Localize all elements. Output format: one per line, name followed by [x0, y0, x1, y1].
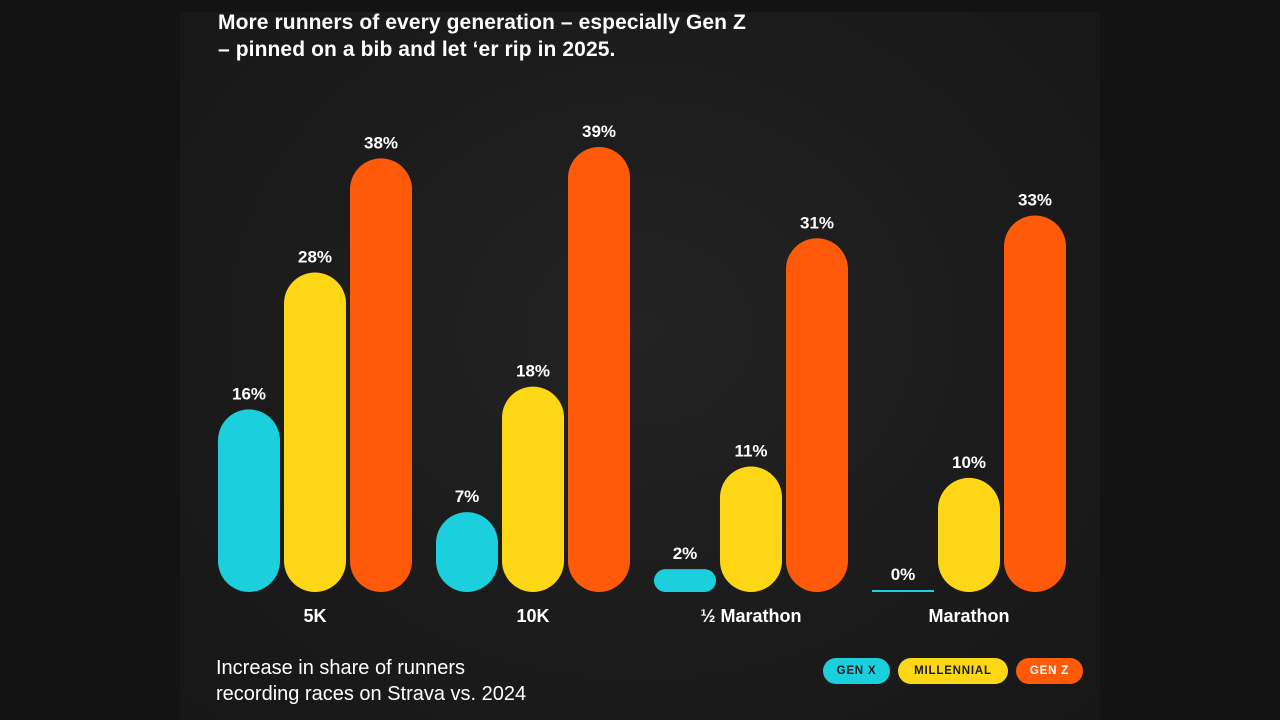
bar-millennial-marathon — [720, 466, 782, 592]
value-labels-layer: 16% 28% 38% 7% 18% 39% 2% 11% 31% 0% 10% 33% — [232, 122, 1052, 584]
category-label-marathon: ½ Marathon — [700, 606, 801, 626]
value-label-millennial-marathon: 10% — [952, 453, 986, 472]
bar-gen-z-10k — [568, 147, 630, 592]
bar-millennial-marathon — [938, 477, 1000, 592]
bar-gen-x-marathon — [872, 590, 934, 592]
category-label-5k: 5K — [303, 606, 326, 626]
category-label-10k: 10K — [516, 606, 549, 626]
bar-gen-x-marathon — [654, 569, 716, 592]
value-label-millennial-marathon: 11% — [734, 441, 767, 460]
legend: GEN X MILLENNIAL GEN Z — [823, 658, 1083, 684]
value-label-gen-z-5k: 38% — [364, 133, 398, 152]
value-label-millennial-10k: 18% — [516, 362, 550, 381]
legend-label-millennial: MILLENNIAL — [914, 665, 992, 677]
legend-label-gen-x: GEN X — [836, 665, 877, 677]
footnote-line-1: Increase in share of runners — [216, 657, 466, 679]
chart-footnote: Increase in share of runners recording r… — [216, 655, 526, 707]
legend-item-gen-x: GEN X — [823, 658, 890, 684]
bar-millennial-10k — [502, 386, 564, 592]
bar-gen-z-marathon — [1004, 215, 1066, 592]
value-label-gen-x-10k: 7% — [455, 487, 480, 506]
value-label-millennial-5k: 28% — [298, 248, 332, 267]
bar-gen-x-5k — [218, 409, 280, 592]
value-label-gen-x-marathon: 2% — [673, 544, 698, 563]
legend-label-gen-z: GEN Z — [1029, 665, 1070, 677]
value-label-gen-z-marathon: 33% — [1018, 190, 1052, 209]
legend-item-gen-z: GEN Z — [1016, 658, 1083, 684]
headline-line-2: – pinned on a bib and let ‘er rip in 202… — [218, 38, 616, 61]
bar-millennial-5k — [284, 272, 346, 592]
footnote-line-2: recording races on Strava vs. 2024 — [216, 683, 527, 705]
legend-item-millennial: MILLENNIAL — [898, 658, 1008, 684]
value-label-gen-x-marathon: 0% — [891, 565, 916, 584]
bars-layer — [218, 147, 1066, 593]
value-label-gen-z-10k: 39% — [582, 122, 616, 141]
headline-line-1: More runners of every generation – espec… — [218, 11, 746, 34]
category-label-marathon: Marathon — [929, 606, 1010, 626]
bar-gen-x-10k — [436, 512, 498, 592]
category-labels-layer: 5K 10K ½ Marathon Marathon — [303, 606, 1009, 626]
bar-gen-z-marathon — [786, 238, 848, 593]
bar-gen-z-5k — [350, 158, 412, 592]
value-label-gen-x-5k: 16% — [232, 384, 266, 403]
chart-headline: More runners of every generation – espec… — [218, 9, 818, 63]
value-label-gen-z-marathon: 31% — [800, 213, 834, 232]
